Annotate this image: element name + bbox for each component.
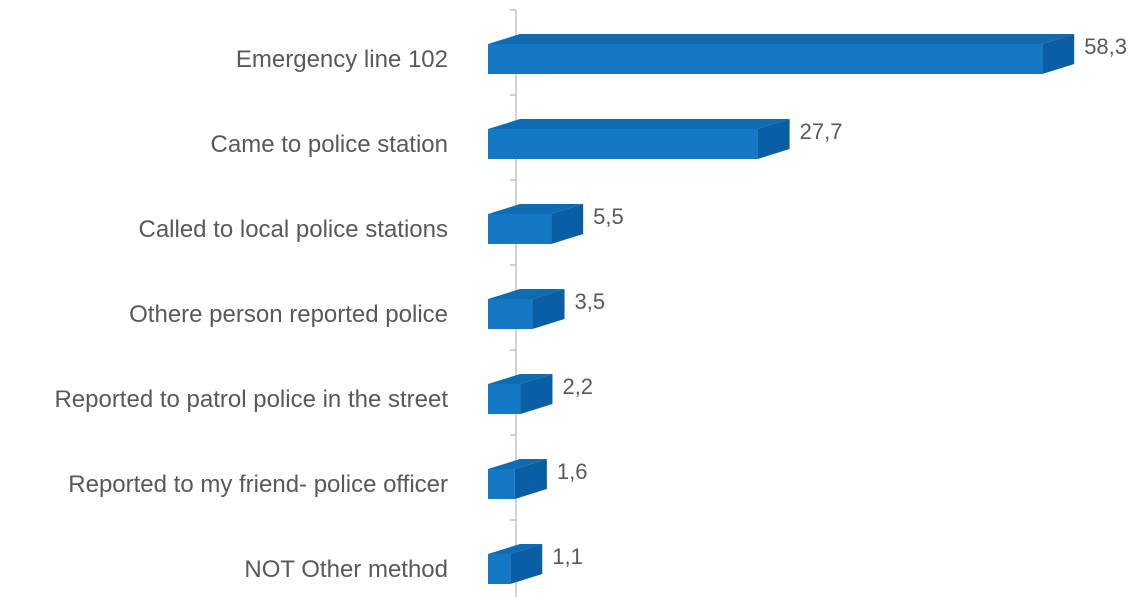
bar-front-face	[488, 554, 511, 584]
category-label: Called to local police stations	[138, 216, 448, 243]
bar-side-face	[551, 204, 584, 244]
bar-side-face	[514, 459, 547, 499]
bar-side-face	[520, 374, 553, 414]
bar-front-face	[488, 469, 515, 499]
category-label: Reported to my friend- police officer	[68, 471, 448, 498]
value-label: 1,1	[552, 544, 583, 569]
bar	[488, 34, 1075, 74]
category-label: Othere person reported police	[129, 301, 448, 328]
bar-side-face	[510, 544, 543, 584]
value-label: 2,2	[562, 374, 593, 399]
category-label: Emergency line 102	[236, 46, 448, 73]
bar	[488, 119, 790, 159]
bar	[488, 289, 565, 329]
bar-front-face	[488, 129, 758, 159]
value-label: 58,3	[1084, 34, 1127, 59]
value-label: 5,5	[593, 204, 624, 229]
category-label: Reported to patrol police in the street	[54, 386, 448, 413]
value-label: 3,5	[575, 289, 606, 314]
bar-side-face	[1042, 34, 1075, 74]
value-label: 1,6	[557, 459, 588, 484]
bar-top-face	[488, 119, 790, 129]
labels: Emergency line 102 58,3 Came to police sta…	[54, 34, 1127, 583]
bar-side-face	[757, 119, 790, 159]
bar-top-face	[488, 459, 547, 469]
bar-front-face	[488, 384, 521, 414]
bar	[488, 374, 553, 414]
bars	[488, 34, 1075, 584]
value-label: 27,7	[800, 119, 843, 144]
bar-top-face	[488, 374, 553, 384]
bar	[488, 544, 543, 584]
bar-top-face	[488, 544, 543, 554]
category-label: NOT Other method	[244, 556, 448, 583]
bar-top-face	[488, 34, 1075, 44]
bar-top-face	[488, 289, 565, 299]
bar-front-face	[488, 299, 533, 329]
bar-top-face	[488, 204, 584, 214]
bar	[488, 459, 547, 499]
bar	[488, 204, 584, 244]
bar-front-face	[488, 44, 1043, 74]
bar-side-face	[532, 289, 565, 329]
bar-front-face	[488, 214, 552, 244]
category-label: Came to police station	[211, 131, 448, 158]
